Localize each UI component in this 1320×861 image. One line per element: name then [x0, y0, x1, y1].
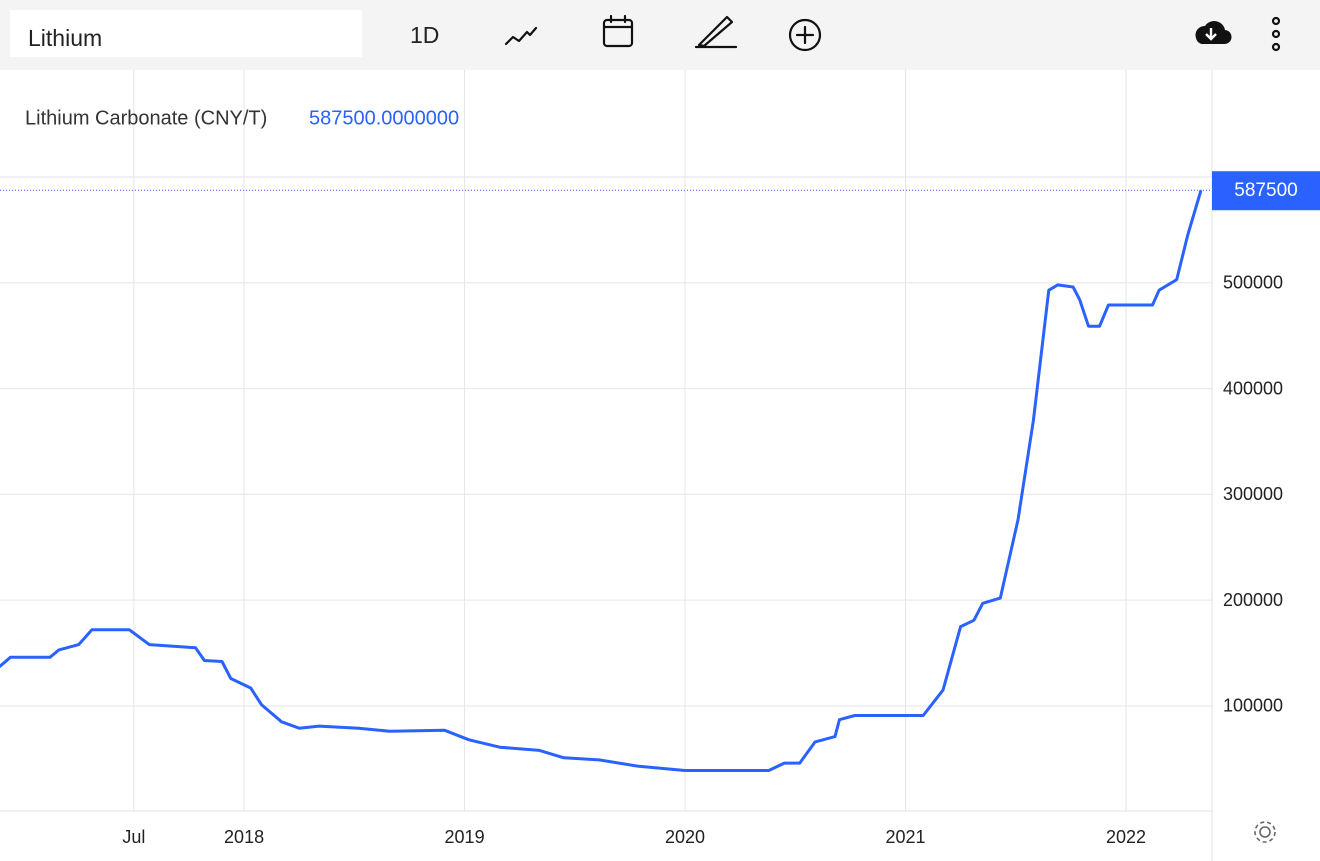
y-tick-label: 200000 [1223, 590, 1283, 610]
download-icon[interactable] [1195, 21, 1232, 45]
toolbar-icons [504, 14, 1281, 52]
draw-icon[interactable] [694, 15, 738, 49]
chart: Lithium Carbonate (CNY/T) 587500.0000000… [0, 70, 1320, 861]
chart-type-icon[interactable] [504, 26, 538, 46]
x-tick-label: Jul [122, 827, 145, 847]
current-value-tag [1212, 171, 1320, 211]
current-value-tag-label: 587500 [1234, 180, 1297, 201]
y-tick-label: 400000 [1223, 378, 1283, 398]
settings-icon[interactable] [1254, 821, 1276, 843]
y-tick-label: 500000 [1223, 273, 1283, 293]
chart-title: Lithium Carbonate (CNY/T) [25, 107, 267, 129]
y-tick-label: 100000 [1223, 696, 1283, 716]
search-box[interactable]: Lithium [10, 10, 362, 57]
y-tick-label: 300000 [1223, 484, 1283, 504]
add-icon[interactable] [788, 18, 822, 52]
grid [0, 70, 1212, 812]
current-value-label: 587500.0000000 [309, 107, 459, 129]
period-button[interactable]: 1D [410, 22, 440, 48]
x-tick-label: 2018 [224, 827, 264, 847]
x-tick-label: 2022 [1106, 827, 1146, 847]
x-tick-label: 2021 [886, 827, 926, 847]
price-line [0, 189, 1203, 772]
toolbar: Lithium 1D [0, 0, 1320, 70]
calendar-icon[interactable] [602, 18, 634, 48]
x-tick-label: 2019 [445, 827, 485, 847]
x-tick-label: 2020 [665, 827, 705, 847]
